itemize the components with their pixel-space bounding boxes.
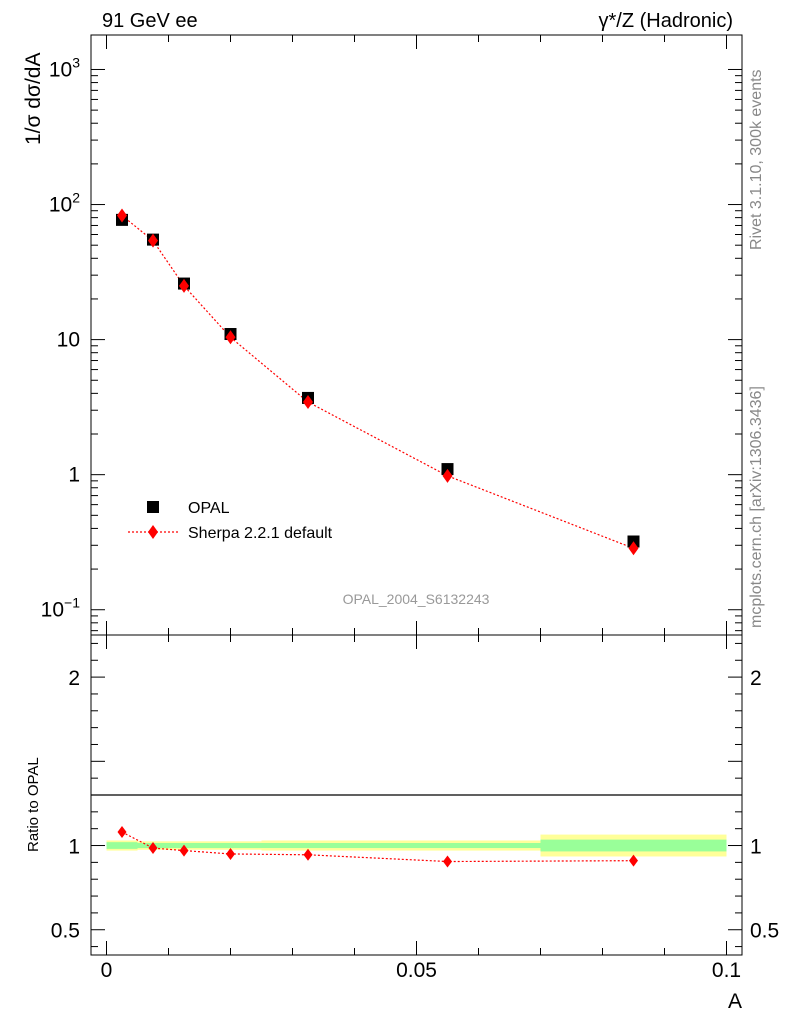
sherpa-line bbox=[121, 215, 634, 549]
ratio-panel: 2 2 1 1 0.5 0.5 0 0.05 0.1 Ratio to OPAL A bbox=[25, 634, 779, 1013]
ratio-sherpa-marker bbox=[179, 844, 189, 857]
legend-opal-label: OPAL bbox=[188, 500, 230, 517]
ratio-inner-band bbox=[540, 839, 727, 852]
ratio-y-tick-label-right: 0.5 bbox=[750, 920, 779, 943]
ratio-y-tick-label: 2 bbox=[68, 667, 80, 690]
main-y-tick-label: 10 bbox=[57, 329, 80, 352]
ratio-sherpa-marker bbox=[443, 855, 452, 868]
main-frame bbox=[90, 34, 743, 636]
sherpa-marker bbox=[179, 278, 189, 293]
x-tick-label: 0 bbox=[101, 959, 113, 982]
main-series bbox=[116, 208, 640, 556]
main-y-tick-label: 102 bbox=[49, 190, 80, 217]
x-axis-label: A bbox=[728, 990, 742, 1013]
sherpa-marker bbox=[442, 468, 453, 483]
ratio-sherpa-marker bbox=[226, 847, 235, 860]
ratio-y-tick-label: 0.5 bbox=[51, 920, 80, 943]
sherpa-marker bbox=[303, 395, 313, 410]
rivet-version-label: Rivet 3.1.10, 300k events bbox=[748, 69, 765, 250]
ratio-series bbox=[117, 826, 638, 868]
ratio-sherpa-marker bbox=[629, 854, 638, 867]
ratio-inner-band bbox=[199, 843, 262, 849]
ratio-inner-band bbox=[106, 842, 138, 849]
sherpa-marker bbox=[117, 208, 127, 223]
x-tick-label: 0.1 bbox=[712, 959, 741, 982]
ratio-sherpa-marker bbox=[148, 842, 158, 855]
analysis-label: OPAL_2004_S6132243 bbox=[343, 591, 490, 607]
ratio-sherpa-marker bbox=[303, 848, 313, 861]
sherpa-marker bbox=[148, 233, 158, 248]
main-y-tick-label: 1 bbox=[68, 464, 80, 487]
ratio-uncertainty-bands bbox=[106, 834, 727, 857]
mcplots-label: mcplots.cern.ch [arXiv:1306.3436] bbox=[748, 386, 765, 628]
ratio-sherpa-marker bbox=[117, 826, 127, 839]
legend-sherpa-label: Sherpa 2.2.1 default bbox=[188, 525, 333, 542]
sherpa-marker bbox=[225, 330, 236, 345]
main-y-tick-label: 103 bbox=[49, 54, 80, 81]
ratio-y-tick-label: 1 bbox=[68, 836, 80, 859]
ratio-y-tick-label-right: 1 bbox=[750, 836, 762, 859]
main-y-tick-label: 10−1 bbox=[41, 595, 81, 622]
x-tick-label: 0.05 bbox=[396, 959, 437, 982]
sherpa-marker bbox=[628, 541, 639, 556]
ratio-frame bbox=[90, 634, 743, 956]
legend-sherpa-marker bbox=[148, 525, 158, 539]
ratio-axis-ticks: 2 2 1 1 0.5 0.5 0 0.05 0.1 bbox=[51, 635, 779, 982]
ratio-inner-band bbox=[354, 843, 541, 849]
main-y-axis-label: 1/σ dσ/dA bbox=[22, 53, 45, 145]
ratio-inner-band bbox=[261, 843, 355, 849]
header-left-title: 91 GeV ee bbox=[102, 10, 198, 32]
ratio-y-axis-label: Ratio to OPAL bbox=[25, 757, 42, 852]
ratio-y-tick-label-right: 2 bbox=[750, 667, 762, 690]
header-right-title: γ*/Z (Hadronic) bbox=[599, 10, 733, 32]
legend-opal-marker bbox=[147, 501, 159, 513]
legend: OPAL Sherpa 2.2.1 default bbox=[128, 500, 333, 542]
